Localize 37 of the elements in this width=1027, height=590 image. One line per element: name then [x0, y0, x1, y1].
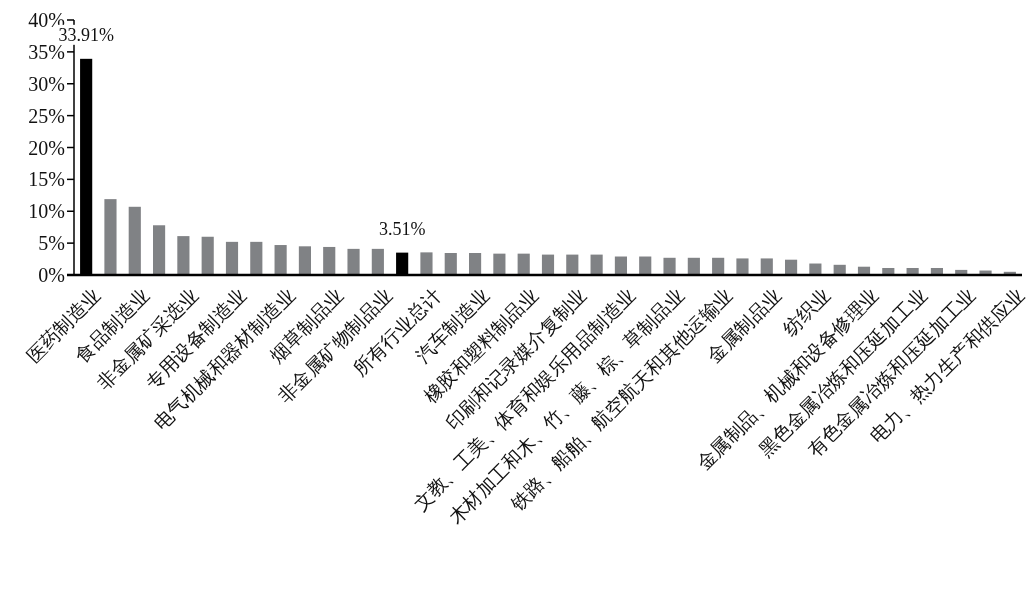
y-tick-label: 25% [28, 104, 65, 127]
bar [541, 254, 555, 275]
bar [760, 258, 773, 275]
bar [736, 258, 749, 275]
bar [663, 257, 676, 275]
data-label: 33.91% [58, 24, 114, 45]
bar [493, 253, 506, 275]
y-tick-label: 10% [28, 200, 65, 223]
data-label: 3.51% [378, 218, 426, 239]
bar [444, 253, 457, 275]
y-tick-label: 5% [38, 232, 65, 255]
bar [469, 253, 482, 275]
y-tick-label: 30% [28, 72, 65, 95]
bar [566, 254, 579, 275]
bar [371, 248, 384, 275]
bar [225, 241, 239, 275]
y-tick-label: 20% [28, 136, 65, 159]
bar [347, 248, 360, 275]
bar [201, 236, 214, 275]
bar [250, 241, 263, 275]
bar [104, 199, 117, 275]
y-tick-label: 15% [28, 168, 65, 191]
bar [712, 257, 725, 275]
bar [323, 246, 336, 275]
bar [128, 206, 141, 275]
bar [298, 246, 311, 275]
bar [785, 259, 798, 275]
bar [639, 256, 652, 275]
bar [177, 236, 190, 275]
bar [590, 254, 603, 275]
y-tick-label: 0% [38, 264, 65, 286]
bar [420, 252, 433, 275]
bar [687, 257, 700, 275]
bar [614, 256, 627, 275]
bar [274, 245, 287, 275]
bar [517, 253, 530, 275]
bar [153, 225, 166, 275]
